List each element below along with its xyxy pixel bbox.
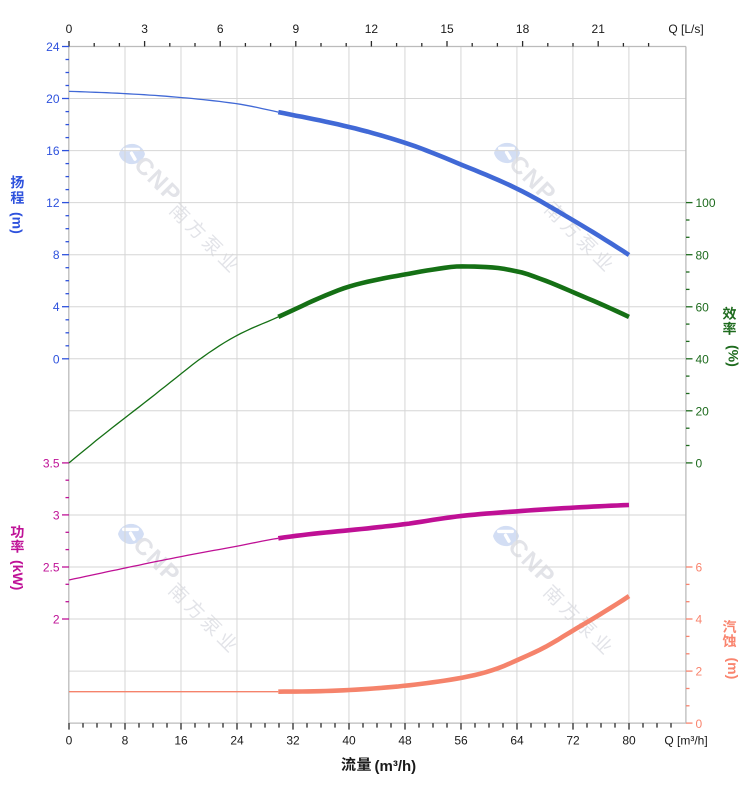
svg-text:9: 9: [292, 22, 299, 36]
svg-text:40: 40: [696, 352, 710, 366]
svg-text:3: 3: [141, 22, 148, 36]
svg-text:(%): (%): [726, 345, 742, 367]
svg-text:48: 48: [398, 734, 412, 748]
svg-text:18: 18: [516, 22, 530, 36]
svg-text:20: 20: [696, 404, 710, 418]
svg-text:0: 0: [696, 717, 703, 731]
svg-text:64: 64: [510, 734, 524, 748]
svg-text:6: 6: [696, 561, 703, 575]
svg-text:56: 56: [454, 734, 468, 748]
svg-text:3.5: 3.5: [43, 456, 60, 470]
svg-text:21: 21: [592, 22, 606, 36]
svg-text:12: 12: [365, 22, 379, 36]
svg-text:16: 16: [46, 144, 60, 158]
svg-text:40: 40: [342, 734, 356, 748]
svg-text:60: 60: [696, 300, 710, 314]
svg-text:16: 16: [174, 734, 188, 748]
svg-text:0: 0: [66, 734, 73, 748]
svg-text:8: 8: [53, 248, 60, 262]
svg-text:12: 12: [46, 196, 60, 210]
svg-text:72: 72: [566, 734, 580, 748]
svg-text:(kW): (kW): [10, 560, 26, 590]
svg-text:80: 80: [696, 248, 710, 262]
svg-text:Q [L/s]: Q [L/s]: [668, 22, 703, 36]
svg-text:80: 80: [622, 734, 636, 748]
svg-text:0: 0: [696, 457, 703, 471]
svg-text:0: 0: [66, 22, 73, 36]
svg-text:(m): (m): [725, 658, 741, 680]
svg-text:32: 32: [286, 734, 300, 748]
svg-text:4: 4: [696, 613, 703, 627]
svg-text:Q [m³/h]: Q [m³/h]: [664, 734, 707, 748]
svg-text:2: 2: [53, 613, 60, 627]
svg-text:24: 24: [46, 40, 60, 54]
svg-text:6: 6: [217, 22, 224, 36]
svg-text:2: 2: [696, 665, 703, 679]
svg-text:20: 20: [46, 92, 60, 106]
svg-text:(m³/h): (m³/h): [375, 758, 417, 775]
svg-text:24: 24: [230, 734, 244, 748]
svg-text:8: 8: [122, 734, 129, 748]
svg-text:4: 4: [53, 300, 60, 314]
svg-text:(m): (m): [10, 212, 26, 234]
svg-text:100: 100: [696, 196, 716, 210]
svg-text:3: 3: [53, 509, 60, 523]
svg-text:2.5: 2.5: [43, 561, 60, 575]
svg-text:0: 0: [53, 352, 60, 366]
svg-text:15: 15: [440, 22, 454, 36]
